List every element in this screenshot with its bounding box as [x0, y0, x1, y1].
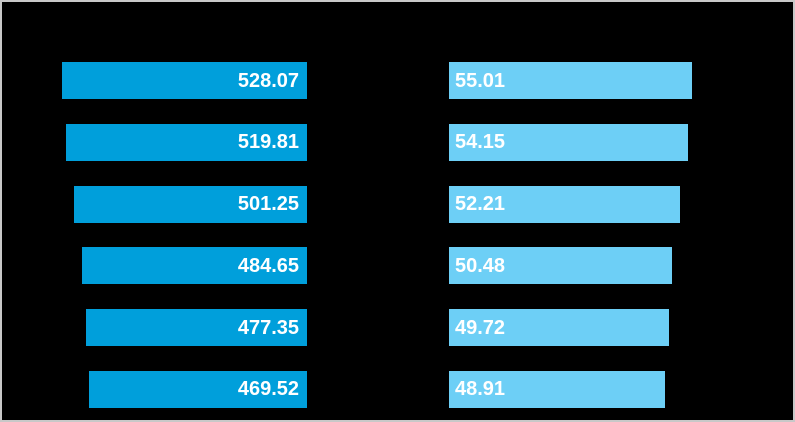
left-bar-column: 528.07 519.81 501.25 484.65 477.35 469.52 — [62, 62, 307, 408]
bar-value-label: 50.48 — [455, 254, 506, 277]
right-series-bar: 48.91 — [449, 370, 666, 408]
left-series-bar: 484.65 — [82, 247, 307, 285]
left-series-bar: 469.52 — [89, 370, 307, 408]
bar-value-label: 469.52 — [237, 378, 299, 401]
bar-value-label: 48.91 — [455, 378, 506, 401]
left-series-bar: 477.35 — [85, 309, 307, 347]
bar-value-label: 54.15 — [455, 131, 506, 154]
bar-value-label: 501.25 — [237, 193, 299, 216]
right-series-bar: 49.72 — [449, 309, 669, 347]
right-series-bar: 55.01 — [449, 62, 692, 99]
bar-value-label: 519.81 — [237, 131, 299, 154]
bar-value-label: 49.72 — [455, 316, 506, 339]
bar-value-label: 528.07 — [237, 69, 299, 92]
bar-value-label: 52.21 — [455, 193, 506, 216]
right-series-bar: 50.48 — [449, 247, 672, 285]
right-series-bar: 54.15 — [449, 123, 689, 161]
bar-value-label: 477.35 — [237, 316, 299, 339]
left-series-bar: 519.81 — [65, 123, 307, 161]
left-series-bar: 528.07 — [62, 62, 307, 99]
right-series-bar: 52.21 — [449, 185, 680, 223]
right-bar-column: 55.01 54.15 52.21 50.48 49.72 48.91 — [449, 62, 692, 408]
bar-value-label: 484.65 — [237, 254, 299, 277]
left-series-bar: 501.25 — [74, 185, 307, 223]
bar-value-label: 55.01 — [455, 69, 506, 92]
